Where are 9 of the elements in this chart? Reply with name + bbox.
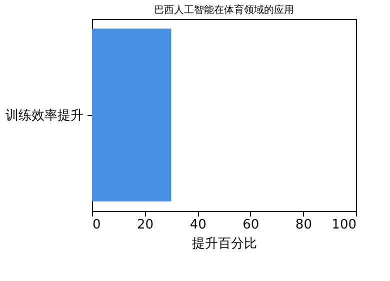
x-tick-label: 0 (92, 218, 101, 232)
y-tick-label: 训练效率提升 (6, 108, 84, 124)
x-axis-title: 提升百分比 (192, 236, 257, 252)
x-tick-label: 100 (332, 218, 356, 232)
chart-title: 巴西人工智能在体育领域的应用 (154, 4, 294, 16)
x-tick-label: 40 (190, 218, 206, 232)
x-tick-label: 60 (242, 218, 260, 232)
x-tick-label: 20 (137, 218, 154, 232)
x-tick-label: 80 (295, 218, 312, 232)
